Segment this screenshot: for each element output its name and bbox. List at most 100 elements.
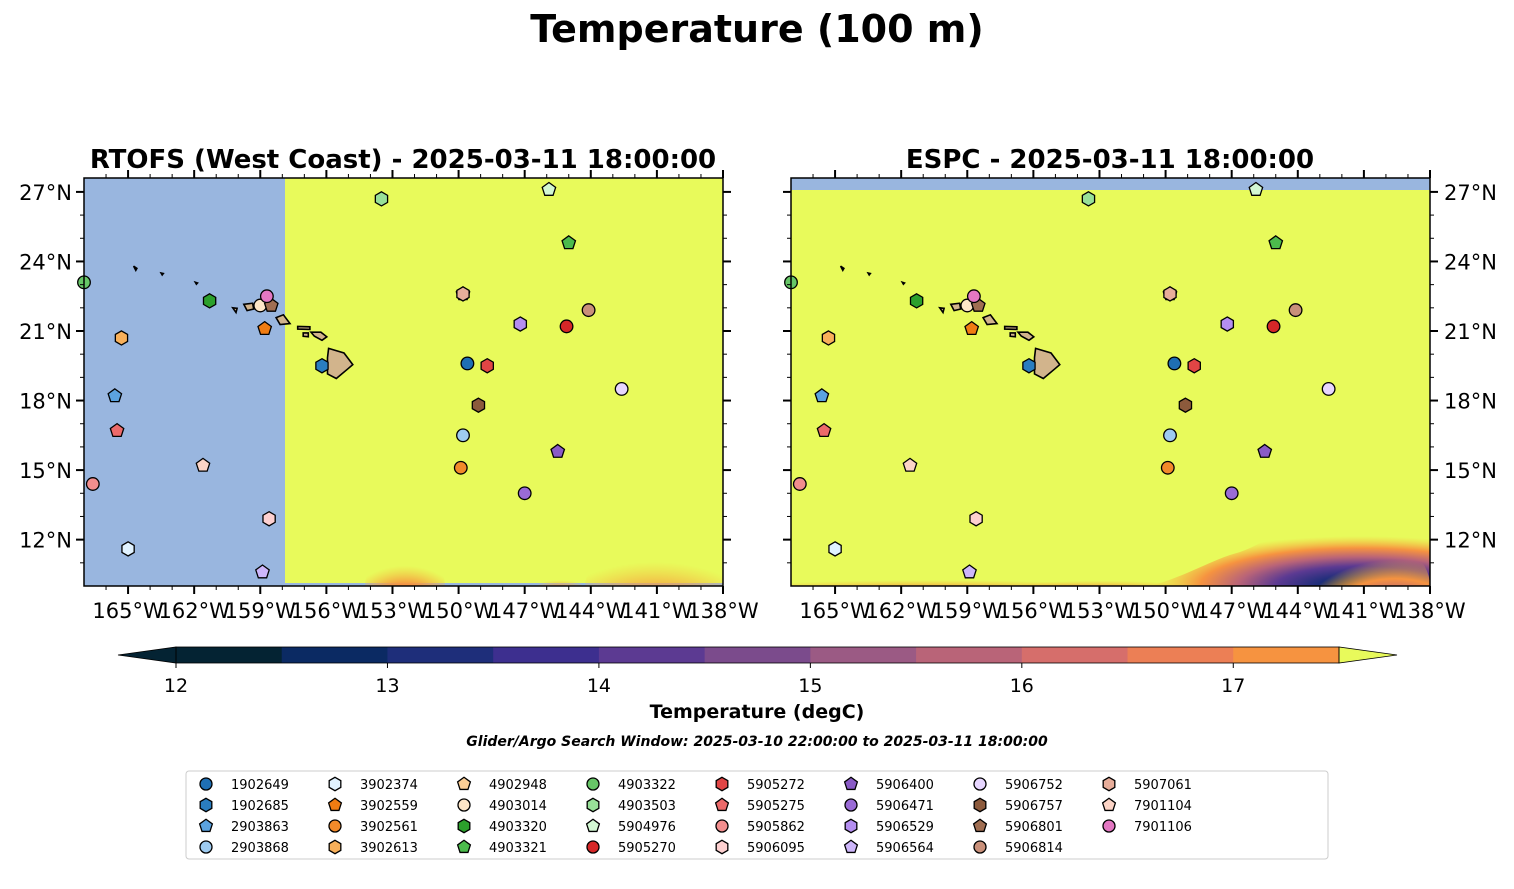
legend-marker-5906814 — [973, 840, 987, 854]
legend-frame — [185, 770, 1329, 860]
legend-item-5906757: 5906757 — [973, 797, 1063, 814]
legend-marker-5906752 — [973, 777, 987, 791]
rtofs-float-4903320 — [202, 293, 217, 309]
espc-cool-patch — [1020, 577, 1180, 586]
rtofs-oahu-island — [274, 313, 292, 326]
espc-molokai-island — [1003, 325, 1018, 331]
espc-float-5905275 — [816, 422, 832, 438]
espc-ytick-label: 18°N — [1444, 390, 1497, 414]
rtofs-float-3902613 — [114, 330, 129, 346]
legend-label: 5906529 — [876, 820, 934, 835]
espc-xtick-label: 144°W — [1262, 599, 1334, 623]
legend-label: 5906801 — [1005, 820, 1063, 835]
legend-item-4903322: 4903322 — [586, 777, 676, 793]
legend-item-5906801: 5906801 — [972, 818, 1063, 835]
rtofs-float-5906400 — [550, 443, 566, 458]
rtofs-xtick-label: 153°W — [357, 599, 429, 623]
espc-float-5905270 — [1266, 319, 1281, 334]
rtofs-float-5905270 — [559, 319, 574, 334]
legend-marker-1902685 — [199, 797, 213, 813]
rtofs-xtick-label: 165°W — [92, 599, 164, 623]
legend-label: 4903320 — [489, 820, 547, 835]
legend-label: 5904976 — [618, 820, 676, 835]
espc-float-5907061 — [1163, 286, 1177, 302]
legend-label: 4903322 — [618, 778, 676, 793]
rtofs-float-5906471 — [517, 486, 532, 501]
rtofs-ytick-label: 21°N — [19, 320, 72, 344]
legend-marker-1902649 — [199, 777, 213, 791]
espc-nw-island — [866, 271, 872, 277]
rtofs-float-7901104 — [195, 457, 211, 472]
legend-marker-4903322 — [586, 777, 600, 791]
legend-marker-5904976 — [585, 818, 601, 833]
espc-nw-island — [839, 265, 845, 272]
rtofs-cool-patch — [538, 576, 582, 586]
colorbar: 12 13 14 15 16 17 Temperature (degC) — [117, 646, 1398, 723]
legend-item-4903503: 4903503 — [586, 797, 676, 814]
espc-lanai-island — [1009, 332, 1017, 338]
rtofs-ytick-label: 18°N — [19, 390, 72, 414]
rtofs-nw-island — [159, 271, 165, 277]
figure-title: Temperature (100 m) — [530, 7, 983, 51]
float-legend: 1902649 1902685 2903863 2903868 3902374 39025… — [185, 770, 1329, 860]
espc-xtick-label: 141°W — [1328, 599, 1400, 623]
legend-marker-5906801 — [972, 818, 988, 833]
legend-label: 3902559 — [360, 799, 418, 814]
legend-marker-2903863 — [198, 818, 214, 833]
legend-item-5905270: 5905270 — [586, 840, 676, 856]
legend-marker-4902948 — [456, 776, 472, 791]
rtofs-nw-island — [132, 265, 138, 272]
espc-ytick-label: 15°N — [1444, 459, 1497, 483]
legend-label: 5906471 — [876, 799, 934, 814]
colorbar-label: Temperature (degC) — [650, 701, 865, 723]
rtofs-hawaii-big-island — [326, 347, 354, 380]
legend-label: 3902374 — [360, 778, 418, 793]
colorbar-tick-label: 16 — [1010, 675, 1034, 697]
rtofs-niihau-island — [231, 306, 239, 315]
legend-label: 5905272 — [747, 778, 805, 793]
legend-item-5905272: 5905272 — [715, 776, 805, 793]
rtofs-float-3902374 — [121, 541, 135, 557]
rtofs-float-3902561 — [453, 460, 468, 475]
legend-item-7901104: 7901104 — [1101, 797, 1192, 814]
espc-map-panel: 165°W162°W159°W156°W153°W150°W147°W144°W… — [783, 145, 1497, 623]
legend-item-5904976: 5904976 — [585, 818, 676, 835]
legend-label: 2903868 — [231, 841, 289, 856]
colorbar-segment — [1127, 647, 1234, 663]
espc-map-frame — [790, 177, 1431, 587]
espc-float-5906564 — [962, 564, 977, 579]
legend-label: 4903321 — [489, 841, 547, 856]
legend-item-3902559: 3902559 — [327, 797, 418, 814]
legend-label: 3902561 — [360, 820, 418, 835]
espc-float-4903503 — [1081, 191, 1096, 207]
legend-item-5906564: 5906564 — [843, 839, 934, 856]
rtofs-xtick-label: 159°W — [225, 599, 297, 623]
legend-label: 5906095 — [747, 841, 805, 856]
legend-marker-2903868 — [199, 840, 213, 854]
legend-label: 5907061 — [1134, 778, 1192, 793]
colorbar-segment — [598, 647, 706, 663]
rtofs-xtick-label: 156°W — [291, 599, 363, 623]
legend-label: 7901104 — [1134, 799, 1192, 814]
legend-label: 3902613 — [360, 841, 418, 856]
legend-marker-7901104 — [1101, 797, 1117, 812]
rtofs-float-4903503 — [374, 191, 389, 207]
espc-xtick-label: 159°W — [932, 599, 1004, 623]
rtofs-float-2903868 — [456, 428, 470, 443]
legend-item-2903863: 2903863 — [198, 818, 289, 835]
espc-float-5905272 — [1187, 357, 1201, 374]
espc-float-5906471 — [1224, 486, 1239, 501]
rtofs-float-5907061 — [456, 286, 470, 302]
espc-temperature-field — [791, 178, 1430, 586]
colorbar-tick-label: 12 — [164, 675, 188, 697]
espc-ytick-label: 24°N — [1444, 250, 1497, 274]
legend-item-1902685: 1902685 — [199, 797, 289, 814]
colorbar-tick-label: 17 — [1221, 675, 1245, 697]
legend-marker-5906757 — [973, 797, 987, 813]
rtofs-no-data-strip-bottom — [285, 583, 723, 586]
legend-item-5906529: 5906529 — [844, 818, 934, 835]
espc-float-5905862 — [792, 477, 807, 491]
colorbar-segment — [810, 647, 917, 663]
espc-cool-patch — [1290, 534, 1430, 586]
rtofs-float-1902649 — [460, 356, 475, 371]
